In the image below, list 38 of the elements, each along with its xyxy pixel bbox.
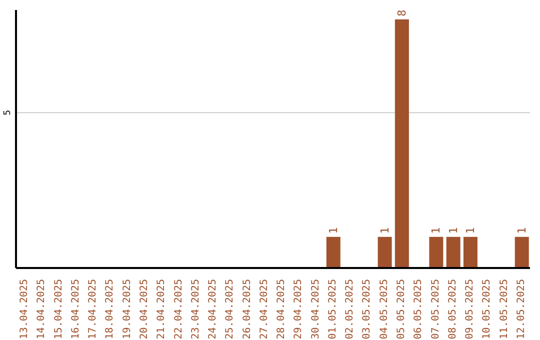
x-tick-label: 12.05.2025 bbox=[516, 279, 527, 340]
x-tick-label: 19.04.2025 bbox=[122, 279, 133, 340]
x-tick-label: 11.05.2025 bbox=[498, 279, 510, 340]
x-tick-label: 08.05.2025 bbox=[447, 279, 458, 340]
data-label: 1 bbox=[430, 227, 443, 234]
x-tick-label: 10.05.2025 bbox=[482, 279, 493, 340]
x-tick-label: 07.05.2025 bbox=[430, 279, 442, 340]
x-tick-label: 17.04.2025 bbox=[88, 279, 99, 340]
x-tick-label: 21.04.2025 bbox=[156, 279, 168, 340]
x-tick-label: 25.04.2025 bbox=[224, 279, 236, 340]
data-label: 1 bbox=[446, 227, 460, 234]
x-tick-label: 30.04.2025 bbox=[310, 279, 322, 340]
x-tick-label: 23.04.2025 bbox=[190, 279, 202, 340]
x-tick-label: 15.04.2025 bbox=[53, 279, 64, 340]
x-tick-label: 24.04.2025 bbox=[208, 279, 219, 340]
x-tick-label: 02.05.2025 bbox=[344, 279, 356, 340]
data-label: 1 bbox=[515, 227, 528, 234]
y-tick-label: 5 bbox=[3, 110, 13, 116]
x-tick-label: 13.04.2025 bbox=[19, 279, 30, 340]
x-tick-label: 14.04.2025 bbox=[36, 279, 48, 340]
x-tick-label: 16.04.2025 bbox=[70, 279, 82, 340]
x-tick-label: 05.05.2025 bbox=[396, 279, 407, 340]
data-label: 1 bbox=[326, 227, 340, 234]
x-tick-label: 28.04.2025 bbox=[276, 279, 288, 340]
data-label: 1 bbox=[378, 227, 392, 234]
x-tick-label: 01.05.2025 bbox=[327, 279, 338, 340]
x-tick-label: 22.04.2025 bbox=[173, 279, 184, 340]
x-tick-label: 26.04.2025 bbox=[242, 279, 253, 340]
x-tick-label: 03.05.2025 bbox=[362, 279, 373, 340]
x-tick-label: 20.04.2025 bbox=[139, 279, 150, 340]
x-tick-label: 18.04.2025 bbox=[104, 279, 116, 340]
x-tick-label: 06.05.2025 bbox=[413, 279, 424, 340]
x-tick-label: 29.04.2025 bbox=[293, 279, 304, 340]
x-tick-label: 27.04.2025 bbox=[258, 279, 270, 340]
x-tick-label: 04.05.2025 bbox=[378, 279, 390, 340]
data-label: 1 bbox=[464, 227, 477, 234]
data-label: 8 bbox=[395, 10, 408, 16]
x-tick-label: 09.05.2025 bbox=[464, 279, 476, 340]
